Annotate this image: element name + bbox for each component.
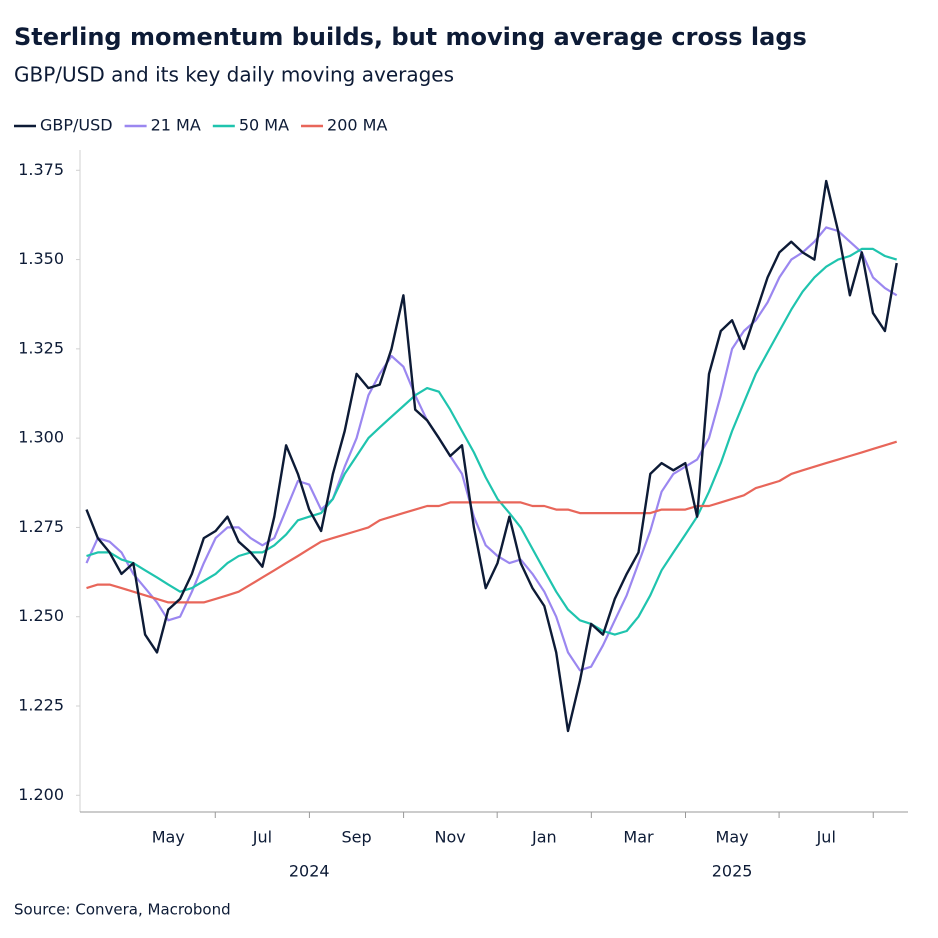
y-tick-label: 1.200 [18, 785, 64, 804]
y-tick-label: 1.225 [18, 696, 64, 715]
legend-label: 50 MA [239, 116, 289, 135]
chart-subtitle: GBP/USD and its key daily moving average… [14, 63, 454, 87]
x-tick-label: Jul [252, 828, 272, 847]
x-tick-label: Jan [531, 828, 557, 847]
legend-label: 200 MA [327, 116, 387, 135]
legend-label: 21 MA [151, 116, 201, 135]
x-tick-label: Mar [623, 828, 654, 847]
series-line [86, 247, 898, 636]
x-year-label: 2025 [712, 862, 753, 881]
x-tick-label: May [152, 828, 185, 847]
x-tick-label: Sep [342, 828, 372, 847]
y-tick-label: 1.350 [18, 249, 64, 268]
chart-title: Sterling momentum builds, but moving ave… [14, 23, 807, 51]
series-line [85, 179, 898, 733]
y-tick-label: 1.250 [18, 606, 64, 625]
y-tick-label: 1.325 [18, 338, 64, 357]
legend-label: GBP/USD [40, 116, 113, 135]
y-tick-label: 1.375 [18, 160, 64, 179]
source: Source: Convera, Macrobond [14, 901, 231, 919]
x-tick-label: Nov [435, 828, 466, 847]
series-line [86, 440, 898, 604]
series-line [85, 226, 898, 672]
y-tick-label: 1.275 [18, 517, 64, 536]
x-tick-label: May [716, 828, 749, 847]
x-year-label: 2024 [289, 862, 330, 881]
y-tick-label: 1.300 [18, 428, 64, 447]
x-tick-label: Jul [816, 828, 836, 847]
